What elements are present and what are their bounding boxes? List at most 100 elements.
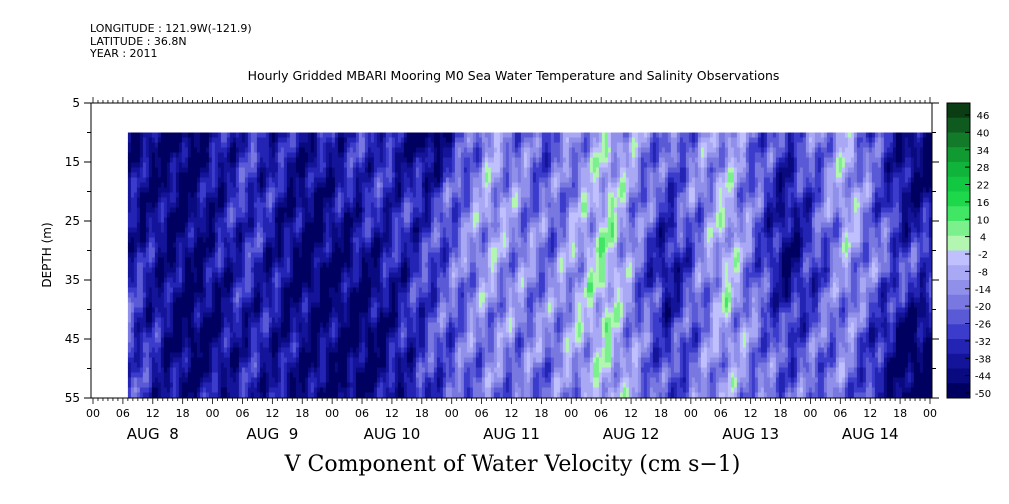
heat-cell — [163, 377, 168, 384]
heat-cell — [223, 232, 228, 239]
heat-cell — [160, 392, 165, 398]
heat-cell — [289, 377, 294, 384]
heat-cell — [298, 172, 303, 179]
heat-cell — [187, 147, 192, 154]
heat-cell — [304, 367, 309, 374]
heat-cell — [295, 262, 300, 269]
heat-cell — [208, 197, 213, 204]
heat-cell — [130, 372, 135, 379]
heat-cell — [133, 137, 138, 144]
heat-cell — [304, 337, 309, 344]
heat-cell — [244, 282, 249, 289]
heat-cell — [292, 232, 297, 239]
heat-cell — [247, 367, 252, 374]
heat-cell — [274, 272, 279, 279]
heat-cell — [148, 222, 153, 229]
heat-cell — [196, 367, 201, 374]
heat-cell — [136, 222, 141, 229]
heat-cell — [154, 157, 159, 164]
heat-cell — [175, 262, 180, 269]
heat-cell — [166, 337, 171, 344]
heat-cell — [223, 212, 228, 219]
heat-cell — [271, 202, 276, 209]
heat-cell — [184, 207, 189, 214]
heat-cell — [247, 362, 252, 369]
heat-cell — [190, 287, 195, 294]
heat-cell — [256, 277, 261, 284]
heat-cell — [160, 342, 165, 349]
heat-cell — [271, 297, 276, 304]
heat-cell — [148, 342, 153, 349]
heat-cell — [154, 322, 159, 329]
heat-cell — [172, 387, 177, 394]
heat-cell — [184, 377, 189, 384]
heat-cell — [238, 207, 243, 214]
heat-cell — [235, 187, 240, 194]
heat-cell — [292, 267, 297, 274]
heat-cell — [223, 227, 228, 234]
heat-cell — [277, 302, 282, 309]
heat-cell — [256, 357, 261, 364]
heat-cell — [190, 192, 195, 199]
heat-cell — [160, 292, 165, 299]
heat-cell — [265, 277, 270, 284]
heat-cell — [277, 142, 282, 149]
heat-cell — [289, 157, 294, 164]
heat-cell — [136, 242, 141, 249]
heat-cell — [214, 167, 219, 174]
heat-cell — [163, 147, 168, 154]
heat-cell — [202, 297, 207, 304]
heat-cell — [226, 307, 231, 314]
heat-cell — [286, 282, 291, 289]
heat-cell — [214, 392, 219, 398]
heat-cell — [226, 227, 231, 234]
heat-cell — [304, 142, 309, 149]
heat-cell — [133, 317, 138, 324]
heat-cell — [244, 302, 249, 309]
heat-cell — [250, 162, 255, 169]
heat-cell — [145, 322, 150, 329]
heat-cell — [142, 202, 147, 209]
heat-cell — [175, 222, 180, 229]
heat-cell — [160, 157, 165, 164]
heat-cell — [133, 147, 138, 154]
heat-cell — [166, 272, 171, 279]
heat-cell — [193, 132, 198, 139]
heat-cell — [175, 207, 180, 214]
heat-cell — [226, 297, 231, 304]
heat-cell — [238, 322, 243, 329]
heat-cell — [163, 382, 168, 389]
heat-cell — [178, 132, 183, 139]
heat-cell — [223, 372, 228, 379]
heat-cell — [256, 212, 261, 219]
heat-cell — [241, 227, 246, 234]
heat-cell — [184, 172, 189, 179]
heat-cell — [241, 337, 246, 344]
heat-cell — [145, 272, 150, 279]
heat-cell — [226, 322, 231, 329]
heat-cell — [271, 392, 276, 398]
heat-cell — [136, 337, 141, 344]
heat-cell — [283, 352, 288, 359]
heat-cell — [133, 322, 138, 329]
heat-cell — [271, 312, 276, 319]
heat-cell — [280, 347, 285, 354]
heat-cell — [178, 217, 183, 224]
heat-cell — [271, 327, 276, 334]
heat-cell — [154, 217, 159, 224]
heat-cell — [151, 132, 156, 139]
heat-cell — [211, 157, 216, 164]
heat-cell — [166, 142, 171, 149]
heat-cell — [133, 287, 138, 294]
heat-cell — [232, 272, 237, 279]
heat-cell — [220, 382, 225, 389]
heat-cell — [268, 237, 273, 244]
heat-cell — [247, 387, 252, 394]
heat-cell — [175, 132, 180, 139]
heat-cell — [193, 312, 198, 319]
heat-cell — [211, 222, 216, 229]
heat-cell — [298, 337, 303, 344]
heat-cell — [133, 362, 138, 369]
heat-cell — [130, 167, 135, 174]
heat-cell — [232, 182, 237, 189]
